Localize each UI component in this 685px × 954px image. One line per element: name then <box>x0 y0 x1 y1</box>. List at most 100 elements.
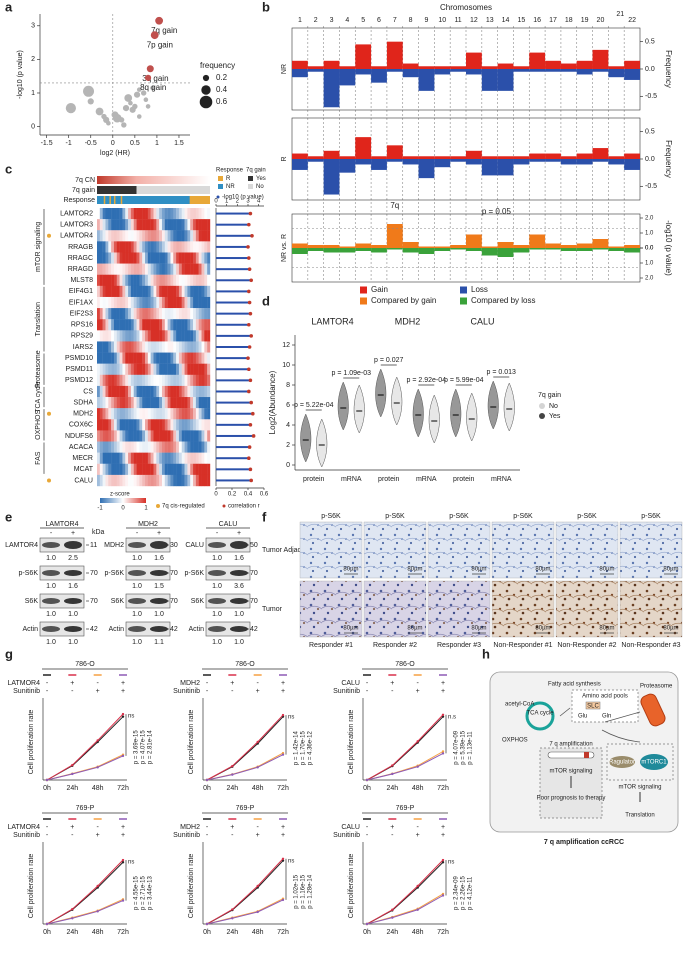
quant-label: 1.0 <box>46 555 56 562</box>
point <box>71 772 74 776</box>
point <box>96 739 99 742</box>
heatmap-cell <box>102 308 106 320</box>
heatmap-cell <box>173 430 177 442</box>
heatmap-cell <box>113 219 117 231</box>
x-tick-label: 24h <box>386 785 398 792</box>
heatmap-cell <box>122 474 126 487</box>
design-sign: + <box>390 680 394 687</box>
heatmap-cell <box>108 452 112 464</box>
heatmap-cell <box>167 241 171 253</box>
point <box>121 712 125 716</box>
heatmap-cell <box>136 319 140 331</box>
p-value: p = 4.07e-09 <box>454 730 460 765</box>
heatmap-cell <box>108 441 112 453</box>
heatmap-cell <box>113 397 117 409</box>
heatmap-cell <box>105 374 109 387</box>
heatmap-cell <box>105 330 109 342</box>
point <box>416 908 419 911</box>
p-value: p = 5.39e-15 <box>461 730 467 765</box>
heatmap-cell <box>130 319 134 331</box>
response-bar <box>103 196 106 204</box>
heatmap-cell <box>201 230 205 242</box>
heatmap-cell <box>97 230 101 242</box>
heatmap-cell <box>190 419 194 431</box>
heatmap-cell <box>187 330 191 342</box>
heatmap-cell <box>167 263 171 275</box>
heatmap-cell <box>170 308 174 320</box>
heatmap-cell <box>201 252 205 264</box>
p-value: p = 5.99e-04 <box>444 377 484 384</box>
point <box>441 894 445 897</box>
line <box>206 752 284 781</box>
tick-label: 0.2 <box>228 492 237 498</box>
row-label: Tumor <box>262 606 283 613</box>
heatmap-cell <box>195 385 199 398</box>
heatmap-cell <box>159 385 163 398</box>
heatmap-cell <box>167 252 171 264</box>
point <box>150 31 159 40</box>
violin <box>503 382 515 432</box>
heatmap-cell <box>187 319 191 331</box>
legend-swatch <box>248 184 253 189</box>
lollipop-bar <box>216 312 251 315</box>
gene-label: EIF2S3 <box>70 310 93 317</box>
heatmap-cell <box>159 441 163 453</box>
heatmap-cell <box>190 352 194 364</box>
gain-bar <box>450 66 466 69</box>
diagram: TCA cycle Fatty acid synthesis acetyl-Co… <box>489 671 679 846</box>
heatmap-cell <box>161 441 165 453</box>
heatmap-cell <box>122 319 126 331</box>
heatmap-cell <box>139 397 143 409</box>
point-label: 7q gain <box>151 26 177 35</box>
cis-marker <box>47 233 51 238</box>
gain-p-bar <box>592 239 609 248</box>
heatmap-cell <box>136 263 140 275</box>
heatmap-cell <box>181 352 185 364</box>
heatmap-cell <box>108 419 112 431</box>
loss-p-bar <box>434 248 451 251</box>
heatmap-cell <box>195 441 199 453</box>
heatmap-cell <box>207 330 211 342</box>
heatmap-cell <box>147 352 151 364</box>
heatmap-cell <box>207 363 211 375</box>
legend-size <box>201 85 211 95</box>
ihc-image <box>619 580 683 638</box>
acetyl-label: acetyl-CoA <box>505 702 534 708</box>
lane-sign: + <box>237 530 241 537</box>
loss-bar <box>608 159 625 165</box>
heatmap-cell <box>190 219 194 231</box>
heatmap-cell <box>150 463 154 476</box>
heatmap-cell <box>102 330 106 342</box>
heatmap-cell <box>153 263 157 275</box>
heatmap-cell <box>105 408 109 420</box>
heatmap-cell <box>176 463 180 476</box>
heatmap-cell <box>190 319 194 331</box>
heatmap-cell <box>204 441 208 453</box>
heatmap-cell <box>207 419 211 431</box>
loss-p-bar <box>339 248 356 253</box>
heatmap-cell <box>190 263 194 275</box>
x-tick-label: 24h <box>66 785 78 792</box>
heatmap-cell <box>167 308 171 320</box>
quant-label: 1.1 <box>154 639 164 646</box>
heatmap-cell <box>170 263 174 275</box>
heatmap-cell <box>111 296 115 309</box>
loss-p-bar <box>545 248 561 250</box>
heatmap-cell <box>159 252 163 264</box>
gain-bar <box>307 156 324 159</box>
heatmap-cell <box>136 452 140 464</box>
heatmap-cell <box>161 241 165 253</box>
heatmap-cell <box>102 474 106 487</box>
heatmap-cell <box>128 241 132 253</box>
heatmap-cell <box>142 285 146 298</box>
heatmap-cell <box>176 230 180 242</box>
heatmap-cell <box>119 319 123 331</box>
point <box>121 715 125 718</box>
heatmap-cell <box>190 285 194 298</box>
heatmap-cell <box>167 452 171 464</box>
x-tick-label: 48h <box>92 929 104 936</box>
heatmap-cell <box>153 419 157 431</box>
column-label: p-S6K <box>449 513 469 520</box>
heatmap-cell <box>99 308 103 320</box>
